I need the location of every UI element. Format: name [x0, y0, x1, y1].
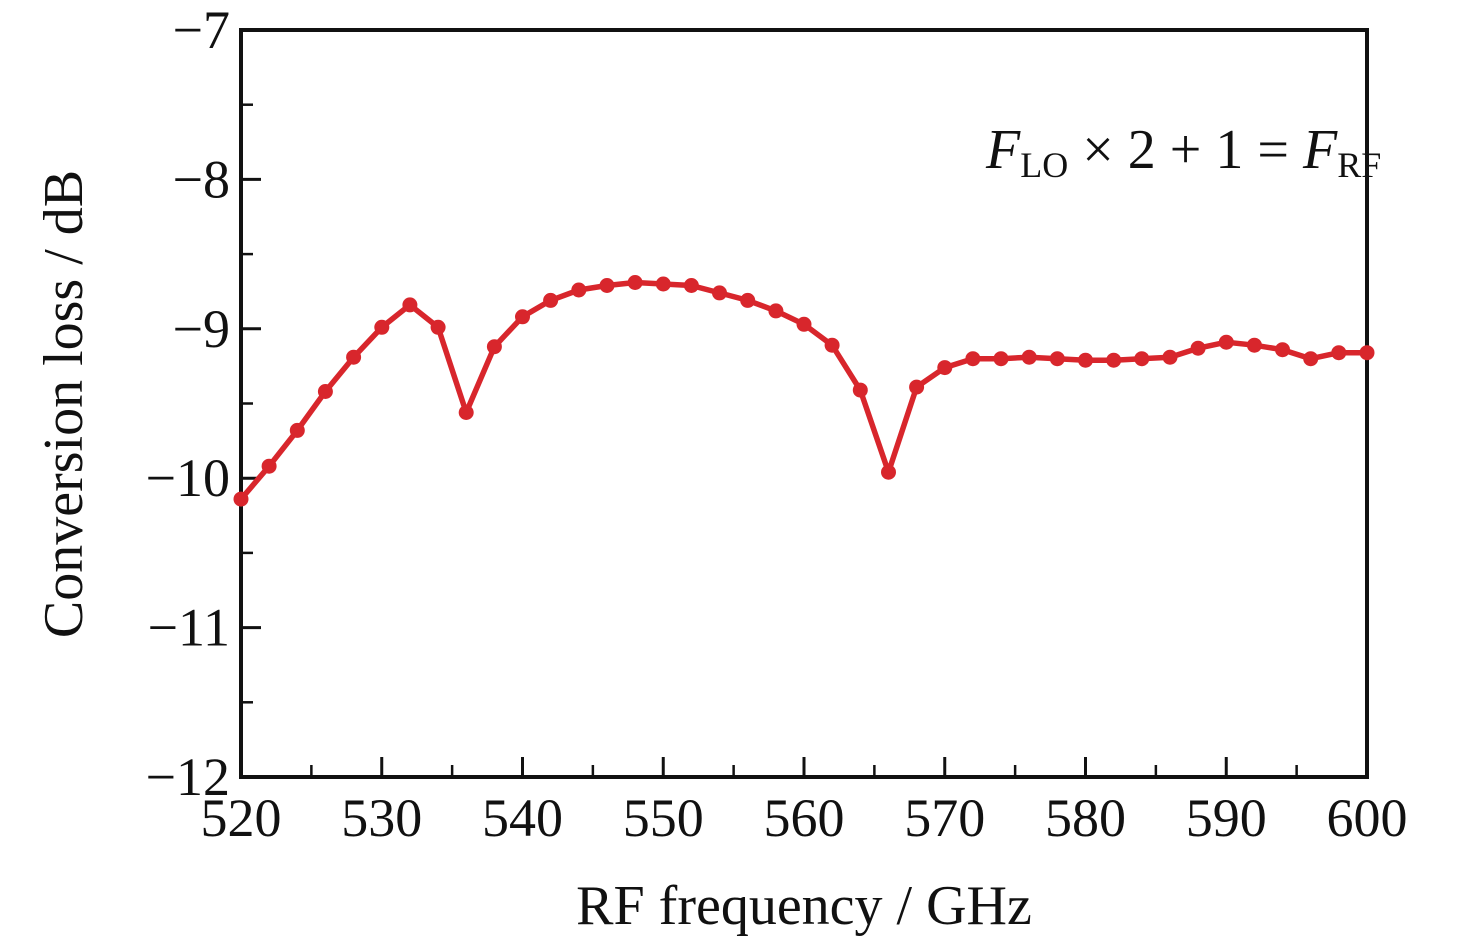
data-point — [937, 360, 953, 376]
data-point — [1303, 351, 1319, 367]
data-point — [1190, 340, 1206, 356]
x-tick-label: 540 — [482, 788, 563, 848]
data-point — [1331, 345, 1347, 361]
data-point — [1275, 342, 1290, 358]
x-tick-label: 520 — [201, 788, 282, 848]
data-point — [571, 282, 587, 298]
plot-frame — [239, 28, 1369, 779]
y-tick-label: −7 — [173, 0, 230, 60]
y-tick-label: −12 — [146, 747, 230, 807]
annotation-part: F — [1302, 119, 1338, 181]
data-point — [1359, 345, 1375, 361]
y-axis-title: Conversion loss / dB — [33, 170, 95, 638]
data-point — [909, 379, 925, 395]
data-point — [1049, 351, 1065, 367]
x-tick-label: 600 — [1327, 788, 1408, 848]
x-tick-label: 590 — [1186, 788, 1267, 848]
annotation-part: × 2 + 1 = — [1068, 119, 1303, 181]
data-point — [1162, 349, 1178, 365]
x-axis-title: RF frequency / GHz — [576, 875, 1032, 937]
data-point — [317, 384, 333, 399]
data-point — [346, 349, 362, 365]
data-point — [796, 316, 812, 332]
annotation-part: RF — [1337, 145, 1381, 185]
data-point — [289, 422, 305, 438]
data-point — [430, 319, 446, 335]
x-tick-label: 570 — [904, 788, 985, 848]
data-point — [515, 309, 530, 325]
series-line — [238, 279, 1370, 502]
x-tick-label: 550 — [623, 788, 704, 848]
data-point — [1021, 349, 1037, 365]
data-point — [458, 405, 474, 420]
annotation-formula: FLO × 2 + 1 = FRF — [985, 119, 1381, 185]
data-point — [1246, 337, 1262, 353]
data-point — [233, 491, 249, 507]
data-point — [712, 285, 727, 301]
x-tick-label: 530 — [341, 788, 422, 848]
data-point — [852, 382, 868, 398]
data-point — [683, 278, 699, 293]
x-tick-label: 580 — [1045, 788, 1126, 848]
data-point — [543, 292, 559, 308]
data-point — [655, 276, 671, 292]
data-point — [740, 292, 756, 308]
data-point — [627, 275, 643, 290]
data-point — [1218, 334, 1234, 350]
y-tick-label: −9 — [173, 299, 230, 359]
data-point — [824, 337, 840, 353]
annotation-part: F — [985, 119, 1021, 181]
y-tick-label: −11 — [148, 598, 230, 658]
data-point — [1106, 352, 1122, 368]
data-point — [486, 339, 502, 355]
data-point — [261, 458, 277, 474]
data-point — [881, 464, 896, 480]
data-point — [374, 319, 390, 335]
data-point — [402, 297, 418, 313]
data-point — [965, 351, 981, 367]
annotation-part: LO — [1020, 145, 1068, 185]
data-point — [1078, 352, 1093, 368]
data-point — [993, 351, 1009, 367]
data-point — [599, 278, 615, 293]
y-tick-label: −8 — [173, 149, 230, 209]
data-point — [768, 303, 784, 319]
data-series — [233, 275, 1375, 507]
y-tick-label: −10 — [146, 448, 230, 508]
data-point — [1134, 351, 1150, 367]
x-tick-label: 560 — [764, 788, 845, 848]
axis-tick-labels: 520 530 540 550 560 570 580 590 600 −7 −8 −9 −10 −11 −… — [146, 0, 1408, 848]
